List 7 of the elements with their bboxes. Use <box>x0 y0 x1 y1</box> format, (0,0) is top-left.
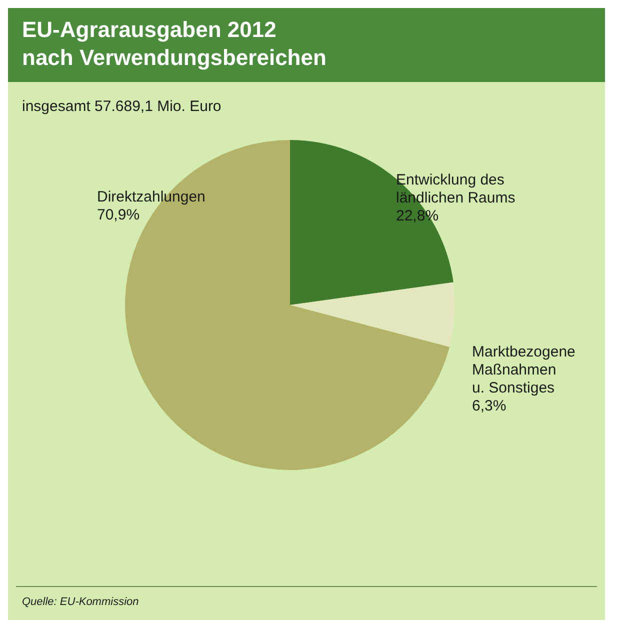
source-note: Quelle: EU-Kommission <box>22 596 139 608</box>
slice-label: Marktbezogene Maßnahmen u. Sonstiges <box>472 344 576 397</box>
data-label: 6,3% <box>472 398 506 415</box>
slice-label: Direktzahlungen <box>97 188 206 206</box>
chart-subtitle: insgesamt 57.689,1 Mio. Euro <box>22 98 222 115</box>
data-label: 70,9% <box>97 206 140 224</box>
chart-title: EU-Agrarausgaben 2012 nach Verwendungsbereichen <box>8 8 605 82</box>
